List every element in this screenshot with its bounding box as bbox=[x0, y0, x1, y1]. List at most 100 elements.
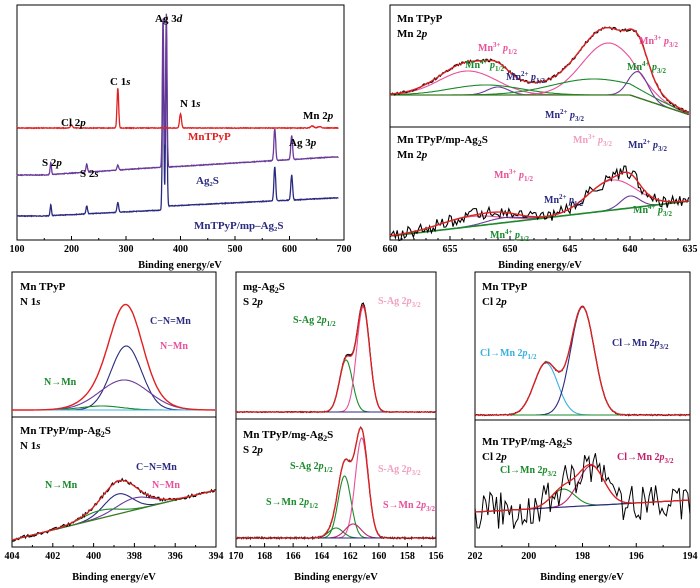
x-tick-label: 170 bbox=[229, 551, 244, 562]
label-mn3-p32-bot: Mn3+ p3/2 bbox=[573, 133, 612, 148]
s2p-bottom-title: Mn TPyP/mg-Ag2S bbox=[243, 429, 333, 443]
x-tick-label: 200 bbox=[521, 551, 536, 562]
cl2p-top-raw bbox=[474, 305, 691, 417]
x-tick-label: 404 bbox=[5, 551, 20, 562]
label-clmn-p12-top: Cl→Mn 2p1/2 bbox=[480, 348, 537, 361]
n1s-top-nmn bbox=[12, 379, 216, 411]
cl2p-xlabel: Binding energy/eV bbox=[540, 572, 624, 583]
x-tick-label: 402 bbox=[45, 551, 60, 562]
mn2p-xlabel: Binding energy/eV bbox=[498, 260, 582, 271]
label-nmn-arrow-bot: N→Mn bbox=[45, 480, 78, 491]
x-tick-label: 162 bbox=[343, 551, 358, 562]
s2p-curves bbox=[235, 302, 436, 541]
n1s-top-cnmn bbox=[12, 345, 216, 411]
x-tick-label: 158 bbox=[400, 551, 415, 562]
cl2p-panel: 202 200 198 196 194 Binding energy/eV Mn TPy… bbox=[468, 271, 698, 583]
label-smn-p12-bot: S→Mn 2p1/2 bbox=[266, 497, 319, 510]
label-clmn-p32-bot-pink: Cl→Mn 2p3/2 bbox=[617, 452, 674, 465]
mn2p-top-fit bbox=[389, 27, 690, 114]
mn2p-bottom-frame bbox=[389, 126, 691, 241]
series-line-mntpyp bbox=[16, 88, 339, 130]
s2p-x-ticks: 170 168 166 164 162 160 158 156 bbox=[229, 543, 444, 562]
label-mn4-p32-top: Mn4+ p3/2 bbox=[627, 60, 666, 75]
x-tick-label: 500 bbox=[228, 244, 243, 255]
x-tick-label: 196 bbox=[629, 551, 644, 562]
mn2p-curves bbox=[389, 26, 690, 242]
mn2p-bottom-title: Mn TPyP/mp-Ag2S bbox=[397, 134, 488, 148]
s2p-bot-smn-p32 bbox=[236, 523, 436, 539]
x-tick-label: 164 bbox=[314, 551, 329, 562]
s2p-bot-raw bbox=[235, 426, 436, 541]
x-tick-label: 166 bbox=[286, 551, 301, 562]
cl2p-bot-fit bbox=[474, 463, 691, 513]
x-tick-label: 600 bbox=[282, 244, 297, 255]
ann-cl2p: Cl 2p bbox=[61, 117, 86, 129]
x-tick-label: 400 bbox=[173, 244, 188, 255]
label-nmn-top: N−Mn bbox=[160, 341, 188, 352]
series-label-ag2s: Ag₂S bbox=[196, 175, 219, 187]
x-tick-label: 160 bbox=[371, 551, 386, 562]
cl2p-top-subtitle: Cl 2p bbox=[482, 296, 507, 308]
x-tick-label: 194 bbox=[683, 551, 698, 562]
s2p-xlabel: Binding energy/eV bbox=[294, 572, 378, 583]
x-tick-label: 700 bbox=[337, 244, 352, 255]
mn2p-bot-fit bbox=[389, 171, 689, 237]
mn2p-bot-raw bbox=[389, 165, 690, 242]
label-mn4-p32-bot: Mn4+ p3/2 bbox=[633, 203, 672, 218]
x-tick-label: 200 bbox=[64, 244, 79, 255]
label-mn3-p32-top: Mn3+ p3/2 bbox=[639, 34, 678, 49]
n1s-top-title: Mn TPyP bbox=[20, 281, 66, 293]
cl2p-bot-raw bbox=[474, 453, 691, 529]
ann-mn2p: Mn 2p bbox=[303, 110, 334, 122]
label-sag-p12-top: S-Ag 2p1/2 bbox=[293, 315, 336, 328]
x-tick-label: 635 bbox=[683, 244, 698, 255]
cl2p-top-clmn-p12 bbox=[475, 362, 690, 416]
s2p-top-subtitle: S 2p bbox=[243, 296, 263, 308]
x-tick-label: 300 bbox=[119, 244, 134, 255]
mn2p-bottom-subtitle: Mn 2p bbox=[397, 149, 428, 161]
label-mn3-p12-bot: Mn3+ p1/2 bbox=[494, 168, 533, 183]
x-tick-label: 650 bbox=[503, 244, 518, 255]
label-smn-p32-bot: S→Mn 2p3/2 bbox=[383, 500, 436, 513]
mn2p-top-baseline bbox=[390, 94, 688, 115]
x-tick-label: 198 bbox=[575, 551, 590, 562]
ann-s2p: S 2p bbox=[42, 157, 62, 169]
cl2p-curves bbox=[474, 305, 691, 529]
ann-n1s: N 1s bbox=[180, 98, 200, 110]
survey-x-ticks: 100 200 300 400 500 600 700 bbox=[10, 236, 352, 255]
mn2p-top-title: Mn TPyP bbox=[397, 13, 443, 25]
label-sag-p32-top: S-Ag 2p3/2 bbox=[378, 296, 421, 309]
cl2p-bottom-subtitle: Cl 2p bbox=[482, 451, 507, 463]
x-tick-label: 400 bbox=[86, 551, 101, 562]
series-label-composite: MnTPyP/mp–Ag₂S bbox=[194, 220, 283, 232]
cl2p-bottom-title: Mn TPyP/mg-Ag2S bbox=[482, 436, 572, 450]
s2p-bottom-subtitle: S 2p bbox=[243, 444, 263, 456]
n1s-top-fit bbox=[12, 303, 216, 411]
survey-panel: 100 200 300 400 500 600 700 Binding energy/eV … bbox=[10, 4, 352, 271]
mn2p-bot-baseline bbox=[389, 200, 688, 237]
mn2p-panel: 660 655 650 645 640 635 Binding energy/eV Mn … bbox=[383, 4, 698, 271]
series-line-composite bbox=[17, 36, 339, 218]
label-sag-p12-bot: S-Ag 2p1/2 bbox=[290, 461, 333, 474]
series-label-mntpyp: MnTPyP bbox=[188, 131, 231, 143]
x-tick-label: 396 bbox=[168, 551, 183, 562]
x-tick-label: 660 bbox=[383, 244, 398, 255]
label-mn2-p32-bot: Mn2+ p3/2 bbox=[628, 138, 667, 153]
n1s-bot-fit bbox=[11, 479, 216, 541]
x-tick-label: 156 bbox=[429, 551, 444, 562]
x-tick-label: 202 bbox=[468, 551, 483, 562]
ann-ag3d: Ag 3d bbox=[155, 13, 183, 25]
label-nmn-bot: N−Mn bbox=[152, 480, 180, 491]
x-tick-label: 655 bbox=[443, 244, 458, 255]
survey-curves bbox=[16, 13, 339, 218]
s2p-top-title: mg-Ag2S bbox=[243, 281, 285, 295]
s2p-bot-sag-p32 bbox=[236, 437, 436, 539]
s2p-top-sag-p12 bbox=[236, 359, 436, 413]
label-mn4-p12-top: Mn4+ p1/2 bbox=[465, 58, 504, 73]
label-mn2-p12-top: Mn2+ p1/2 bbox=[506, 70, 545, 85]
label-mn3-p12-top: Mn3+ p1/2 bbox=[478, 41, 517, 56]
label-mn2-p12-bot: Mn2+ p1/2 bbox=[544, 193, 583, 208]
label-clmn-p32-top: Cl→Mn 2p3/2 bbox=[612, 338, 669, 351]
ann-ag3p: Ag 3p bbox=[289, 137, 317, 149]
